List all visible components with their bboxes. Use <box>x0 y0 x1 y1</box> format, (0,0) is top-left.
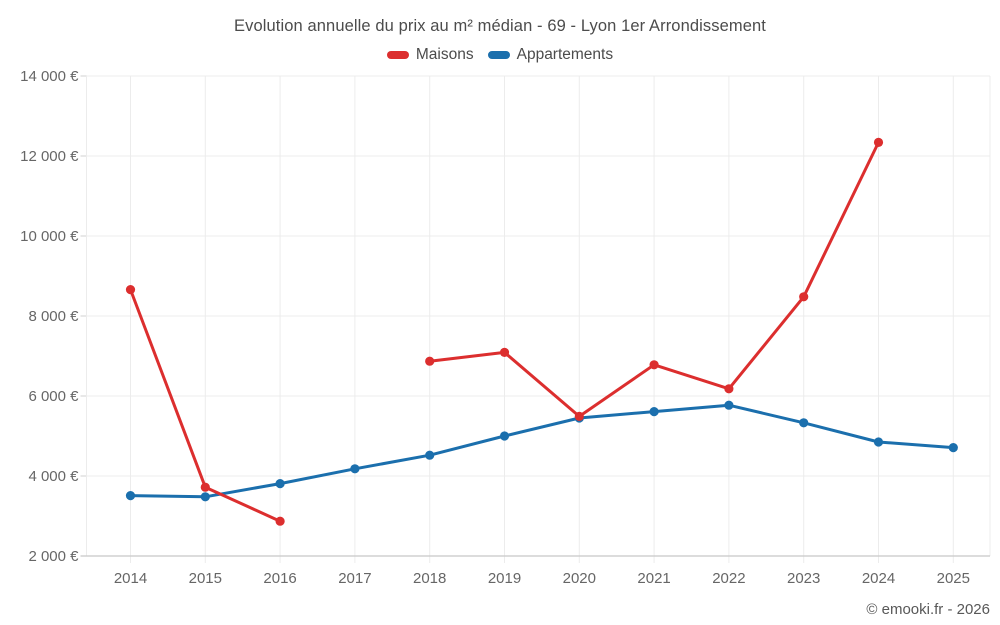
data-point-appartements-2015[interactable] <box>200 492 210 502</box>
data-point-maisons-2014[interactable] <box>125 285 136 295</box>
y-tick-label: 2 000 € <box>28 548 79 565</box>
x-tick-label: 2017 <box>338 570 371 587</box>
legend-label-maisons: Maisons <box>415 46 474 63</box>
data-point-maisons-2016[interactable] <box>275 516 285 526</box>
legend-item-appartements[interactable]: Appartements <box>487 46 614 64</box>
data-point-maisons-2024[interactable] <box>873 137 884 147</box>
x-tick-label: 2022 <box>712 570 745 587</box>
data-point-appartements-2016[interactable] <box>275 479 285 489</box>
y-tick-label: 14 000 € <box>20 68 79 85</box>
data-point-maisons-2020[interactable] <box>574 411 584 421</box>
y-tick-label: 8 000 € <box>28 308 79 325</box>
legend-item-maisons[interactable]: Maisons <box>386 46 474 64</box>
data-point-appartements-2017[interactable] <box>350 464 360 474</box>
x-tick-label: 2023 <box>787 570 820 587</box>
legend-label-appartements: Appartements <box>516 46 614 63</box>
data-point-appartements-2023[interactable] <box>799 418 809 428</box>
y-tick-label: 4 000 € <box>28 468 79 485</box>
y-tick-label: 10 000 € <box>20 228 79 245</box>
legend-swatch-appartements-icon <box>487 51 510 59</box>
data-point-appartements-2025[interactable] <box>948 443 958 453</box>
x-tick-label: 2025 <box>937 570 970 587</box>
x-tick-label: 2024 <box>862 570 895 587</box>
x-tick-label: 2018 <box>413 570 446 587</box>
legend-swatch-maisons-icon <box>386 51 409 59</box>
chart-title: Evolution annuelle du prix au m² médian … <box>234 17 766 35</box>
y-tick-label: 6 000 € <box>28 388 79 405</box>
data-point-maisons-2022[interactable] <box>724 384 734 394</box>
x-tick-label: 2021 <box>637 570 670 587</box>
data-point-appartements-2021[interactable] <box>649 407 659 417</box>
x-tick-label: 2014 <box>114 570 147 587</box>
data-point-maisons-2023[interactable] <box>799 292 809 302</box>
data-point-maisons-2018[interactable] <box>425 356 435 366</box>
chart-legend: Maisons Appartements <box>0 46 1000 64</box>
data-point-maisons-2015[interactable] <box>200 482 210 492</box>
copyright-text: © emooki.fr - 2026 <box>866 601 990 618</box>
x-tick-label: 2020 <box>563 570 596 587</box>
x-tick-label: 2016 <box>263 570 296 587</box>
x-tick-label: 2019 <box>488 570 521 587</box>
data-point-appartements-2024[interactable] <box>873 437 884 447</box>
data-point-appartements-2022[interactable] <box>724 400 734 410</box>
x-tick-label: 2015 <box>189 570 222 587</box>
data-point-appartements-2018[interactable] <box>425 450 435 460</box>
data-point-maisons-2021[interactable] <box>649 360 659 370</box>
data-point-appartements-2019[interactable] <box>499 431 510 441</box>
series-line-appartements <box>129 403 955 499</box>
y-tick-label: 12 000 € <box>20 148 79 165</box>
data-point-maisons-2019[interactable] <box>499 347 510 357</box>
data-point-appartements-2014[interactable] <box>125 491 136 501</box>
